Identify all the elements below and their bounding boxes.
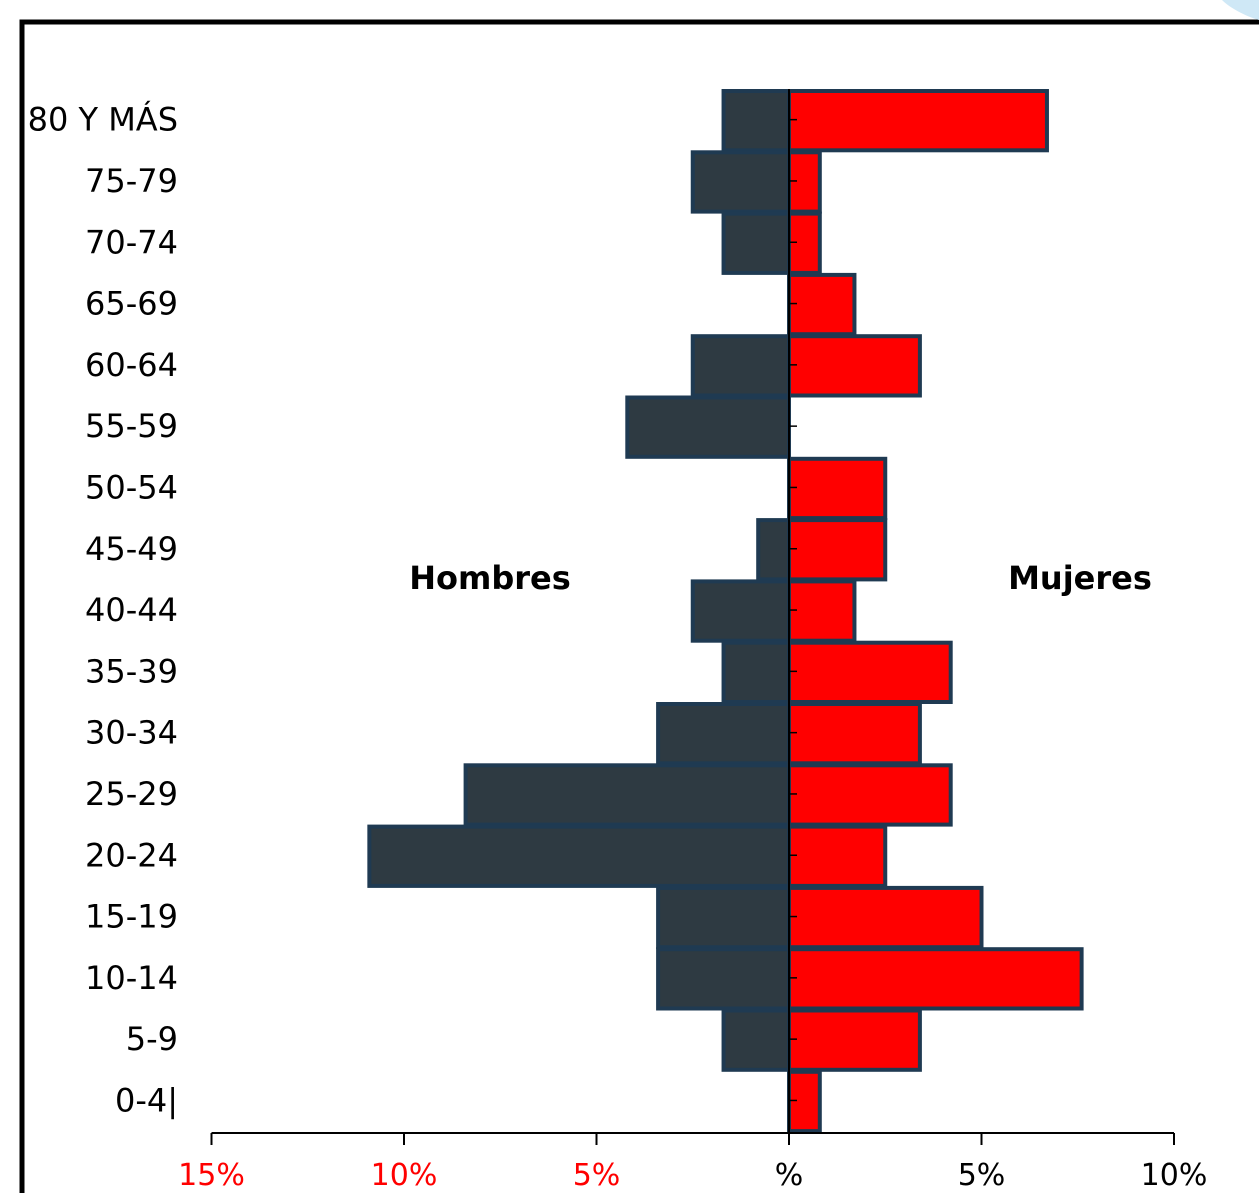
bar-mujeres-80-y-m-s bbox=[787, 89, 1049, 153]
series-labels: Hombres Mujeres bbox=[409, 559, 1152, 597]
bar-hombres-20-24 bbox=[367, 824, 791, 888]
bar-hombres-75-79 bbox=[690, 150, 791, 214]
bar-hombres-5-9 bbox=[721, 1008, 791, 1072]
x-tick-label: 5% bbox=[958, 1158, 1006, 1193]
bar-mujeres-15-19 bbox=[787, 885, 984, 950]
category-label-10-14: 10-14 bbox=[85, 959, 178, 997]
category-label-40-44: 40-44 bbox=[85, 591, 178, 629]
x-axis: 15% 10% 5%% 5% 10% bbox=[178, 89, 1207, 1193]
corner-swoosh-icon bbox=[1222, 0, 1259, 20]
bar-hombres-55-59 bbox=[625, 395, 791, 459]
series-label-mujeres: Mujeres bbox=[1008, 559, 1152, 597]
bar-hombres-25-29 bbox=[463, 763, 791, 827]
x-tick-label: 10% bbox=[371, 1158, 438, 1193]
x-tick-label: % bbox=[775, 1158, 804, 1193]
bar-hombres-45-49 bbox=[756, 518, 792, 582]
bar-mujeres-0-4 bbox=[787, 1069, 822, 1134]
bar-hombres-40-44 bbox=[690, 579, 791, 643]
category-label-75-79: 75-79 bbox=[85, 162, 178, 200]
chart-border bbox=[19, 19, 1259, 1193]
bar-mujeres-10-14 bbox=[787, 947, 1084, 1011]
category-label-65-69: 65-69 bbox=[85, 285, 178, 323]
bar-mujeres-75-79 bbox=[787, 150, 822, 214]
bar-hombres-80-y-m-s bbox=[721, 89, 791, 153]
category-labels: 80 Y MÁS 75-79 70-74 65-69 60-64 55-59 50-54 45… bbox=[28, 101, 178, 1120]
bar-mujeres-30-34 bbox=[787, 702, 922, 766]
x-tick-label: 15% bbox=[178, 1158, 245, 1193]
bar-hombres-15-19 bbox=[656, 885, 791, 950]
bar-mujeres-70-74 bbox=[787, 211, 822, 275]
category-label-60-64: 60-64 bbox=[85, 346, 178, 384]
mujeres-bars bbox=[787, 89, 1084, 1134]
bar-mujeres-35-39 bbox=[787, 640, 953, 705]
bar-mujeres-5-9 bbox=[787, 1008, 922, 1072]
category-label-30-34: 30-34 bbox=[85, 714, 178, 752]
bar-hombres-10-14 bbox=[656, 947, 791, 1011]
category-label-15-19: 15-19 bbox=[85, 898, 178, 936]
bar-mujeres-25-29 bbox=[787, 763, 953, 827]
category-label-50-54: 50-54 bbox=[85, 468, 178, 506]
x-tick-label: 10% bbox=[1141, 1158, 1208, 1193]
bar-mujeres-40-44 bbox=[787, 579, 857, 643]
category-label-80-y-m-s: 80 Y MÁS bbox=[28, 101, 178, 139]
category-label-20-24: 20-24 bbox=[85, 836, 178, 874]
bar-mujeres-20-24 bbox=[787, 824, 888, 888]
category-label-35-39: 35-39 bbox=[85, 652, 178, 690]
category-label-45-49: 45-49 bbox=[85, 530, 178, 568]
bar-hombres-35-39 bbox=[721, 640, 791, 705]
bar-mujeres-45-49 bbox=[787, 518, 888, 582]
category-label-5-9: 5-9 bbox=[126, 1020, 178, 1058]
category-label-0-4: 0-4| bbox=[115, 1081, 178, 1119]
x-tick-label: 5% bbox=[573, 1158, 621, 1193]
bar-hombres-60-64 bbox=[690, 334, 791, 398]
hombres-bars bbox=[367, 89, 792, 1072]
bar-hombres-30-34 bbox=[656, 702, 791, 766]
category-label-55-59: 55-59 bbox=[85, 407, 178, 445]
bar-mujeres-50-54 bbox=[787, 456, 888, 521]
bar-hombres-70-74 bbox=[721, 211, 791, 275]
bar-mujeres-65-69 bbox=[787, 272, 857, 337]
series-label-hombres: Hombres bbox=[409, 559, 571, 597]
category-label-70-74: 70-74 bbox=[85, 223, 178, 261]
bar-mujeres-60-64 bbox=[787, 334, 922, 398]
category-label-25-29: 25-29 bbox=[85, 775, 178, 813]
